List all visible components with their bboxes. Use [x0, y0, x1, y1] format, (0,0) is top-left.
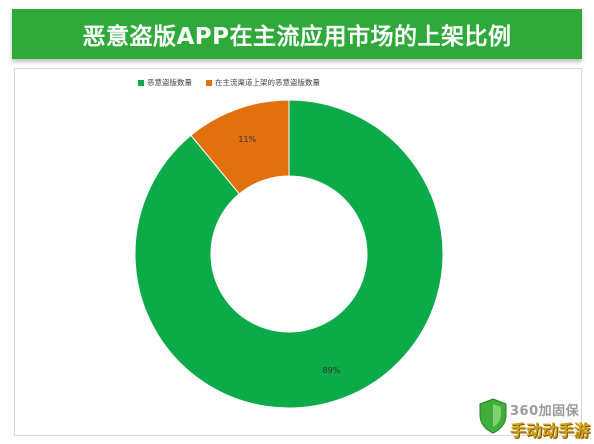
legend-label-listed: 在主流渠道上架的恶意盗版数量 [215, 78, 320, 87]
legend-item-listed: 在主流渠道上架的恶意盗版数量 [206, 77, 320, 88]
legend-label-pirated: 恶意盗版数量 [147, 78, 192, 87]
page-title: 恶意盗版APP在主流应用市场的上架比例 [82, 24, 512, 50]
watermark: 360加固保 手动动手游 [474, 398, 592, 442]
pie-slice-label-0: 89% [323, 366, 341, 375]
shield-icon [479, 398, 507, 434]
chart-legend: 恶意盗版数量 在主流渠道上架的恶意盗版数量 [138, 77, 320, 88]
legend-swatch-pirated [138, 79, 144, 86]
legend-swatch-listed [206, 79, 212, 86]
pie-slice-label-1: 11% [238, 135, 256, 144]
pie-slice-0 [134, 99, 444, 409]
watermark-site: 手动动手游 [510, 421, 591, 440]
title-banner: 恶意盗版APP在主流应用市场的上架比例 [12, 9, 582, 59]
watermark-brand: 360加固保 [510, 404, 580, 419]
legend-item-pirated: 恶意盗版数量 [138, 77, 192, 88]
